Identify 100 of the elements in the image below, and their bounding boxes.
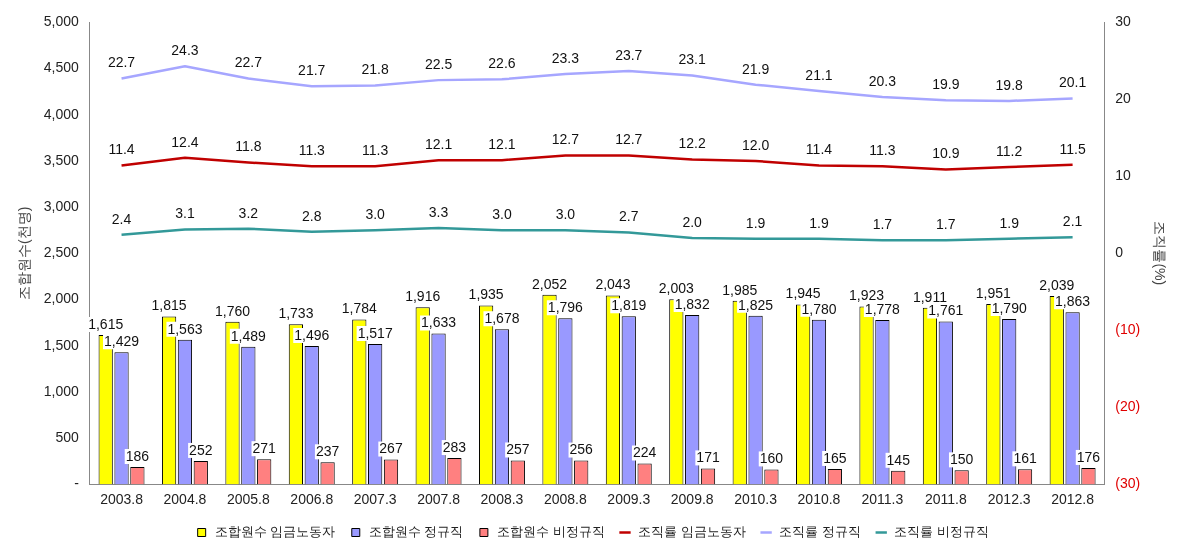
- data-label: 1,778: [864, 300, 901, 317]
- data-label: 23.1: [678, 51, 707, 68]
- data-label: 2,043: [595, 276, 631, 293]
- data-label: 11.2: [996, 142, 1023, 159]
- data-label: 150: [949, 451, 974, 468]
- data-label: 12.1: [488, 136, 516, 153]
- legend-label: 조직률 비정규직: [894, 524, 989, 540]
- data-label: 21.1: [805, 66, 833, 83]
- y-tick-label: 500: [55, 428, 80, 445]
- data-label: 12.0: [741, 136, 770, 153]
- y-axis-title: 조합원수(천명): [16, 206, 33, 300]
- y2-tick-label: 20: [1115, 90, 1132, 107]
- y2-tick-label: (30): [1115, 475, 1141, 492]
- y2-axis-title: 조직률(%): [1151, 221, 1168, 286]
- data-label: 171: [696, 449, 720, 466]
- data-label: 3.2: [238, 204, 259, 221]
- data-label: 1,796: [547, 299, 584, 316]
- data-label: 1,760: [214, 302, 251, 319]
- legend-label: 조합원수 정규직: [368, 524, 464, 540]
- x-tick-label: 2012.8: [1051, 491, 1095, 508]
- x-tick-label: 2004.8: [163, 491, 207, 508]
- data-label: 23.7: [615, 46, 643, 63]
- data-label: 1,863: [1055, 292, 1091, 309]
- data-label: 1,985: [722, 281, 758, 298]
- data-label: 24.3: [171, 42, 199, 59]
- data-label: 12.7: [551, 131, 580, 148]
- x-tick-label: 2007.3: [353, 491, 397, 508]
- data-label: 3.0: [365, 206, 386, 223]
- data-label: 11.4: [805, 141, 833, 158]
- y-tick-label: 4,000: [43, 105, 80, 122]
- data-label: 22.5: [424, 55, 453, 72]
- data-label: 1,790: [991, 299, 1027, 316]
- data-label: 11.4: [108, 141, 135, 158]
- legend-label: 조직률 임금노동자: [638, 524, 746, 540]
- data-label: 10.9: [932, 145, 960, 162]
- data-label: 1,935: [468, 286, 504, 303]
- data-label: 2.7: [619, 208, 639, 225]
- data-label: 1,911: [912, 288, 948, 305]
- data-label: 1,489: [230, 327, 267, 344]
- data-label: 2,003: [658, 280, 695, 297]
- data-label: 20.3: [868, 72, 897, 89]
- data-label: 12.2: [678, 135, 707, 152]
- y-tick-label: 1,000: [43, 382, 80, 399]
- data-label: 1,832: [674, 295, 710, 312]
- data-label: 22.7: [234, 54, 263, 71]
- data-label: 1,819: [611, 297, 647, 314]
- y2-tick-label: 10: [1115, 167, 1132, 184]
- x-tick-label: 2008.3: [480, 491, 524, 508]
- data-label: 1.7: [872, 216, 893, 233]
- data-label: 1.9: [809, 214, 829, 231]
- x-tick-label: 2011.8: [924, 491, 967, 508]
- y-tick-label: 5,000: [43, 13, 80, 30]
- data-label: 1,429: [104, 333, 140, 350]
- data-label: 3.1: [175, 205, 195, 222]
- data-label: 1.7: [936, 216, 956, 233]
- y-tick-label: 2,500: [43, 244, 80, 261]
- data-label: 1,615: [88, 315, 124, 332]
- y-tick-label: 4,500: [43, 59, 80, 76]
- x-tick-label: 2010.3: [734, 491, 778, 508]
- data-label: 2.4: [111, 210, 132, 227]
- data-label: 1,780: [801, 300, 837, 317]
- data-label: 1,815: [151, 297, 187, 314]
- data-label: 1,916: [405, 288, 441, 305]
- x-tick-label: 2010.8: [797, 491, 841, 508]
- data-label: 1.9: [745, 214, 766, 231]
- y-tick-label: 1,500: [43, 336, 80, 353]
- x-tick-label: 2012.3: [987, 491, 1031, 508]
- y2-tick-label: (20): [1115, 398, 1141, 415]
- data-label: 2.8: [302, 207, 322, 224]
- data-label: 1,784: [341, 300, 378, 317]
- x-tick-label: 2006.8: [290, 491, 334, 508]
- data-label: 283: [442, 438, 467, 455]
- data-label: 1,733: [278, 305, 314, 321]
- x-tick-label: 2009.8: [670, 491, 714, 508]
- legend-label: 조합원수 임금노동자: [214, 524, 336, 540]
- data-label: 186: [125, 447, 150, 464]
- data-label: 21.8: [361, 61, 389, 78]
- data-label: 2,039: [1039, 276, 1075, 293]
- y2-tick-label: (10): [1115, 321, 1141, 338]
- data-label: 256: [569, 441, 594, 458]
- data-label: 21.9: [741, 60, 770, 77]
- data-label: 257: [506, 441, 530, 458]
- data-label: 1,517: [357, 324, 393, 341]
- data-label: 267: [379, 440, 403, 457]
- data-label: 2.0: [682, 213, 703, 230]
- data-label: 165: [823, 449, 847, 466]
- data-label: 237: [315, 443, 340, 460]
- data-label: 161: [1013, 450, 1037, 467]
- data-label: 1,951: [975, 284, 1012, 301]
- data-label: 12.7: [615, 131, 643, 148]
- data-label: 1,945: [785, 285, 821, 302]
- y2-tick-label: 0: [1115, 244, 1124, 261]
- data-label: 12.4: [171, 133, 199, 150]
- data-label: 3.0: [492, 206, 512, 223]
- x-tick-label: 2007.8: [417, 491, 461, 508]
- legend-label: 조합원수 비정규직: [496, 524, 605, 540]
- data-label: 160: [759, 450, 784, 467]
- data-label: 2.1: [1062, 213, 1083, 229]
- legend-label: 조직률 정규직: [779, 524, 861, 540]
- data-label: 2,052: [531, 275, 568, 292]
